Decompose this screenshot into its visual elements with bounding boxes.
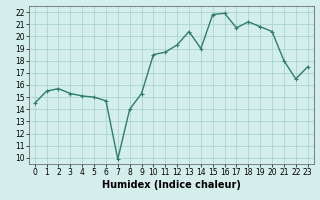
X-axis label: Humidex (Indice chaleur): Humidex (Indice chaleur) — [102, 180, 241, 190]
